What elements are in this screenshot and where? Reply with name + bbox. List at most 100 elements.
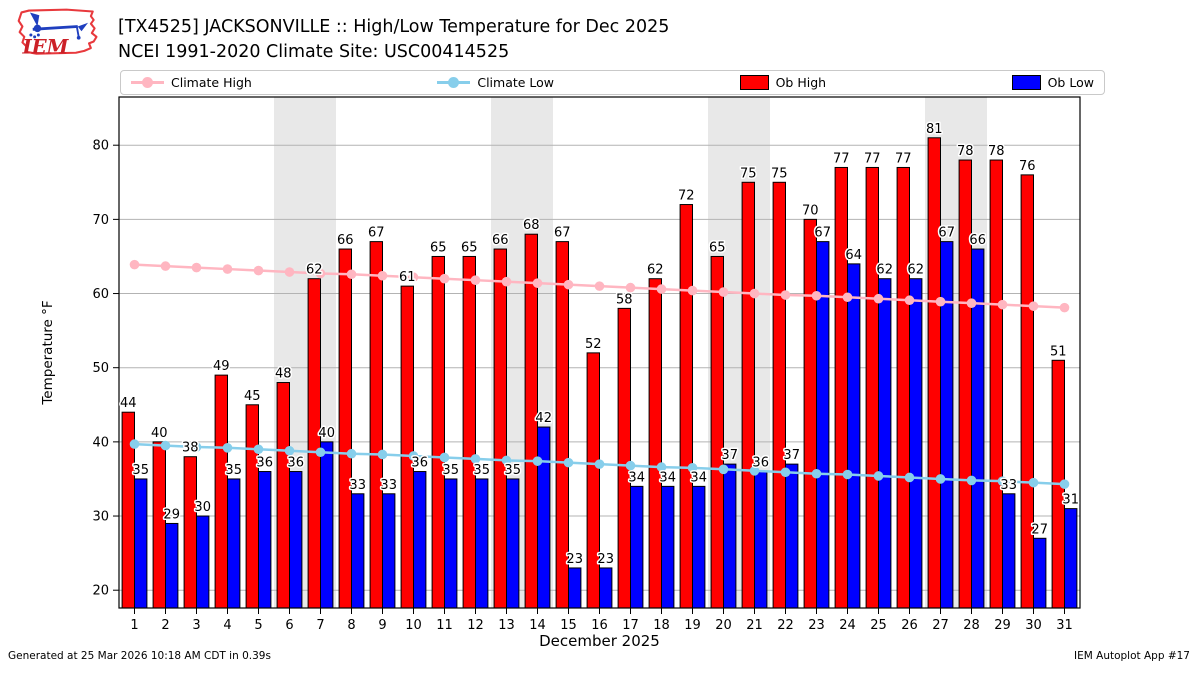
svg-text:25: 25: [870, 618, 887, 633]
bar: [400, 285, 415, 609]
svg-text:18: 18: [653, 618, 670, 633]
bar: [227, 478, 241, 609]
bar: [1020, 174, 1034, 609]
bar: [710, 255, 724, 609]
bar-value-label: 35: [225, 463, 242, 478]
bar-value-label: 40: [151, 426, 168, 441]
bar: [276, 382, 291, 609]
bar: [431, 255, 446, 609]
svg-text:3: 3: [192, 618, 200, 633]
bar: [958, 159, 972, 609]
bar: [723, 463, 737, 609]
bar-value-label: 68: [523, 218, 540, 233]
bar: [865, 166, 879, 609]
climate-low-marker-icon: [437, 77, 471, 88]
bar-value-label: 34: [659, 470, 676, 485]
bar-value-label: 78: [988, 144, 1005, 159]
bar-value-label: 35: [504, 463, 521, 478]
bar: [803, 218, 817, 609]
svg-text:50: 50: [92, 361, 109, 376]
bar-value-label: 67: [368, 226, 385, 241]
bar-value-label: 48: [275, 367, 292, 382]
svg-text:10: 10: [405, 618, 422, 633]
svg-text:6: 6: [285, 618, 293, 633]
bar: [586, 352, 600, 609]
bar-value-label: 23: [566, 552, 583, 567]
svg-text:20: 20: [715, 618, 732, 633]
footer-generated-text: Generated at 25 Mar 2026 10:18 AM CDT in…: [8, 650, 271, 662]
svg-text:30: 30: [92, 510, 109, 525]
svg-text:23: 23: [808, 618, 825, 633]
svg-text:80: 80: [92, 139, 109, 154]
bar-value-label: 42: [535, 411, 552, 426]
bar: [1064, 508, 1078, 609]
bar-value-label: 61: [399, 270, 416, 285]
bar: [896, 166, 910, 609]
bar: [307, 278, 322, 609]
bar: [661, 485, 675, 609]
bar-value-label: 49: [213, 359, 230, 374]
svg-text:7: 7: [316, 618, 324, 633]
svg-text:20: 20: [92, 584, 109, 599]
svg-text:14: 14: [529, 618, 546, 633]
bar: [320, 441, 334, 609]
bar-value-label: 51: [1050, 344, 1067, 359]
ob-high-bars: [121, 137, 1065, 609]
legend-label: Ob High: [775, 75, 827, 90]
svg-text:9: 9: [378, 618, 386, 633]
bar: [338, 248, 353, 609]
bar-value-label: 44: [120, 396, 137, 411]
bar-value-label: 81: [926, 122, 943, 137]
y-axis-label: Temperature °F: [40, 300, 56, 405]
svg-text:15: 15: [560, 618, 577, 633]
bar-value-label: 76: [1019, 159, 1036, 174]
bar-value-label: 34: [690, 470, 707, 485]
bar-value-label: 40: [318, 426, 335, 441]
svg-text:28: 28: [963, 618, 980, 633]
bar-value-label: 66: [969, 233, 986, 248]
bar-value-label: 34: [628, 470, 645, 485]
bar-value-label: 33: [380, 478, 397, 493]
climate-high-line: [129, 259, 1070, 313]
bar: [382, 493, 396, 609]
bar-value-label: 29: [163, 507, 180, 522]
bar: [989, 159, 1003, 609]
bar-value-label: 58: [616, 292, 633, 307]
bar: [617, 307, 631, 609]
header: [TX4525] JACKSONVILLE :: High/Low Temper…: [118, 15, 669, 65]
bar: [152, 441, 167, 609]
climate-high-marker-icon: [131, 77, 164, 88]
bar-value-label: 62: [647, 263, 664, 278]
bar-value-label: 36: [256, 456, 273, 471]
bar-value-label: 36: [411, 456, 428, 471]
page-title: [TX4525] JACKSONVILLE :: High/Low Temper…: [118, 17, 670, 37]
legend-item-ob-high: Ob High: [739, 75, 827, 90]
bar: [475, 478, 489, 609]
bar-value-label: 77: [895, 151, 912, 166]
bar: [214, 374, 229, 609]
svg-text:29: 29: [994, 618, 1011, 633]
ob-high-labels: 44 40 38 49 45 48 62 66 67 61 65 65 66 68 67 52 58 62 72 65…: [119, 120, 1069, 457]
bar: [630, 485, 644, 609]
bar-value-label: 72: [678, 189, 695, 204]
ob-high-swatch-icon: [739, 75, 769, 90]
bar-value-label: 77: [864, 151, 881, 166]
weather-vane-icon: [29, 12, 89, 40]
bar-value-label: 62: [876, 263, 893, 278]
svg-text:30: 30: [1025, 618, 1042, 633]
bar-value-label: 62: [306, 263, 323, 278]
bar-value-label: 33: [349, 478, 366, 493]
bar: [1002, 493, 1016, 609]
bar: [679, 204, 693, 609]
svg-text:13: 13: [498, 618, 515, 633]
bar-value-label: 65: [430, 240, 447, 255]
bar: [754, 471, 768, 609]
svg-text:27: 27: [932, 618, 949, 633]
bar: [847, 263, 861, 609]
bar: [196, 515, 210, 609]
bar-value-label: 27: [1031, 522, 1048, 537]
bar-value-label: 36: [287, 456, 304, 471]
bar-value-label: 67: [814, 226, 831, 241]
y-axis: 20 30 40 50 60 70 80: [92, 139, 119, 599]
